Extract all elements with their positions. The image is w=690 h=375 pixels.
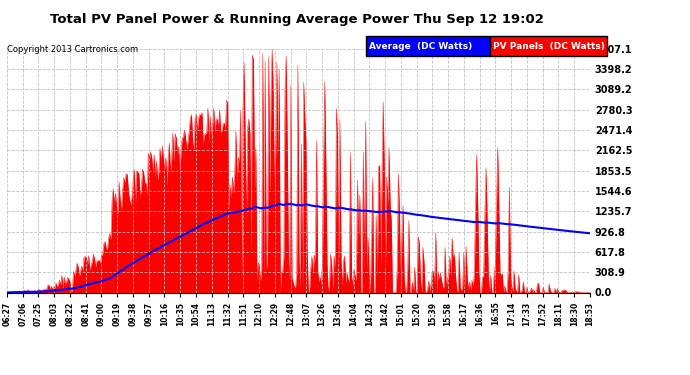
Text: Copyright 2013 Cartronics.com: Copyright 2013 Cartronics.com (7, 45, 138, 54)
Text: Total PV Panel Power & Running Average Power Thu Sep 12 19:02: Total PV Panel Power & Running Average P… (50, 13, 544, 26)
Text: PV Panels  (DC Watts): PV Panels (DC Watts) (493, 42, 605, 51)
Text: Average  (DC Watts): Average (DC Watts) (369, 42, 473, 51)
